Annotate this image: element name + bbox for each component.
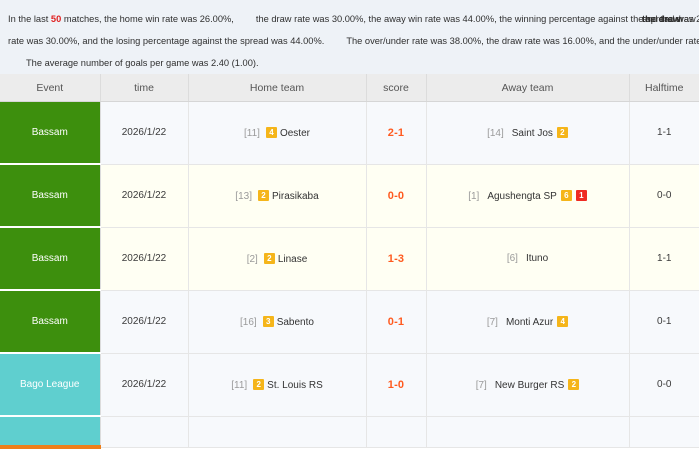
column-header-event[interactable]: Event (0, 74, 101, 102)
yellow-card-badge: 4 (265, 126, 277, 138)
stats-line1-home-rate: matches, the home win rate was 26.00%, (61, 14, 234, 24)
cell-away-team[interactable]: [7] Monti Azur 4 (426, 290, 630, 354)
cell-time: 2026/1/22 (100, 227, 189, 291)
cell-time: 2026/1/22 (100, 353, 189, 417)
cell-event[interactable]: Bassam (0, 227, 101, 291)
stats-line-2: rate was 30.00%, and the losing percenta… (8, 30, 699, 52)
away-team-name[interactable]: New Burger RS (494, 379, 565, 391)
match-stats-banner: In the last 50 matches, the home win rat… (0, 0, 699, 74)
column-header-halftime[interactable]: Halftime (629, 74, 699, 102)
stats-line2-overunder: The over/under rate was 38.00%, the draw… (346, 36, 699, 46)
away-team-name[interactable]: Saint Jos (511, 127, 553, 139)
cell-home-team[interactable]: [11] 2 St. Louis RS (188, 353, 367, 417)
cell-score[interactable]: 0-1 (366, 290, 427, 354)
home-team-name[interactable]: St. Louis RS (267, 379, 323, 391)
home-team-name[interactable]: Pirasikaba (271, 190, 319, 202)
cell-home-team[interactable]: [16] 3 Sabento (188, 290, 367, 354)
away-team-name[interactable]: Monti Azur (505, 316, 554, 328)
table-row[interactable]: Bassam 2026/1/22 [11] 4 Oester 2-1 [14] Saint J… (0, 101, 699, 165)
cell-time: 2026/1/22 (100, 290, 189, 354)
home-rank: [11] (244, 127, 260, 139)
home-rank: [11] (231, 379, 248, 391)
table-row[interactable]: Bassam 2026/1/22 [2] 2 Linase 1-3 [6] Ituno 1-1 (0, 227, 699, 291)
stats-average-goals: The average number of goals per game was… (26, 58, 259, 68)
cell-time: 2026/1/22 (100, 101, 189, 165)
table-row-partial[interactable] (0, 416, 699, 449)
cell-away-team[interactable]: [7] New Burger RS 2 (426, 353, 630, 417)
yellow-card-badge: 2 (257, 189, 269, 201)
cell-halftime: 0-0 (629, 353, 699, 417)
stats-line-3: The average number of goals per game was… (8, 52, 691, 74)
yellow-card-badge: 3 (262, 315, 274, 327)
cell-away-team[interactable] (426, 416, 630, 448)
cell-event[interactable]: Bago League (0, 353, 101, 417)
stats-line-1: In the last 50 matches, the home win rat… (8, 8, 699, 30)
stats-line1-prefix: In the last (8, 14, 51, 24)
yellow-card-badge: 4 (557, 315, 569, 327)
table-row[interactable]: Bassam 2026/1/22 [16] 3 Sabento 0-1 [7] Monti A… (0, 290, 699, 354)
away-team-name[interactable]: Agushengta SP (487, 190, 557, 202)
cell-event[interactable]: Bassam (0, 290, 101, 354)
cell-event[interactable]: Bassam (0, 101, 101, 165)
stats-overlap-text-b: the draw (642, 14, 681, 24)
column-header-score[interactable]: score (366, 74, 427, 102)
stats-line1-rest: the draw rate was 30.00%, the away win r… (255, 14, 699, 24)
yellow-card-badge: 2 (253, 378, 265, 390)
yellow-card-badge: 2 (568, 378, 580, 390)
cell-score[interactable]: 0-0 (366, 164, 427, 228)
cell-time (100, 416, 189, 448)
cell-score[interactable]: 2-1 (366, 101, 427, 165)
cell-halftime (629, 416, 699, 448)
stats-overlap-fragment: and the draw the draw (642, 8, 696, 30)
stats-line2-spread: rate was 30.00%, and the losing percenta… (8, 36, 325, 46)
cell-home-team[interactable]: [13] 2 Pirasikaba (188, 164, 367, 228)
column-header-home-team[interactable]: Home team (188, 74, 367, 102)
away-rank: [7] (486, 316, 498, 328)
cell-score[interactable] (366, 416, 427, 448)
cell-score[interactable]: 1-0 (366, 353, 427, 417)
red-card-badge: 1 (575, 189, 587, 201)
yellow-card-badge: 6 (560, 189, 572, 201)
away-rank: [1] (468, 190, 480, 202)
cell-halftime: 1-1 (629, 101, 699, 165)
home-rank: [16] (240, 316, 257, 328)
stats-overlap-text-a: and the draw (642, 14, 696, 24)
table-row[interactable]: Bassam 2026/1/22 [13] 2 Pirasikaba 0-0 [1] Agus… (0, 164, 699, 228)
home-rank: [13] (235, 190, 252, 202)
cell-time: 2026/1/22 (100, 164, 189, 228)
cell-away-team[interactable]: [14] Saint Jos 2 (426, 101, 630, 165)
column-header-time[interactable]: time (100, 74, 189, 102)
home-team-name[interactable]: Sabento (276, 316, 314, 328)
cell-home-team[interactable]: [2] 2 Linase (188, 227, 367, 291)
home-team-name[interactable]: Oester (279, 127, 310, 139)
table-header-row: Event time Home team score Away team Hal… (0, 74, 699, 102)
home-team-name[interactable]: Linase (277, 253, 308, 265)
away-rank: [6] (506, 253, 518, 264)
match-results-table: Event time Home team score Away team Hal… (0, 74, 699, 449)
cell-away-team[interactable]: [6] Ituno (426, 227, 630, 291)
column-header-away-team[interactable]: Away team (426, 74, 630, 102)
yellow-card-badge: 2 (556, 126, 568, 138)
cell-home-team[interactable]: [11] 4 Oester (188, 101, 367, 165)
cell-halftime: 0-1 (629, 290, 699, 354)
cell-event[interactable] (0, 416, 101, 449)
away-rank: [7] (475, 379, 487, 391)
yellow-card-badge: 2 (263, 252, 275, 264)
match-count-highlight: 50 (50, 14, 62, 24)
cell-halftime: 0-0 (629, 164, 699, 228)
cell-home-team[interactable] (188, 416, 367, 448)
cell-score[interactable]: 1-3 (366, 227, 427, 291)
match-table-body: Bassam 2026/1/22 [11] 4 Oester 2-1 [14] Saint J… (0, 101, 699, 449)
away-team-name[interactable]: Ituno (525, 253, 549, 264)
cell-away-team[interactable]: [1] Agushengta SP 6 1 (426, 164, 630, 228)
cell-halftime: 1-1 (629, 227, 699, 291)
cell-event[interactable]: Bassam (0, 164, 101, 228)
away-rank: [14] (487, 127, 504, 139)
table-row[interactable]: Bago League 2026/1/22 [11] 2 St. Louis RS 1-0… (0, 353, 699, 417)
home-rank: [2] (246, 253, 258, 265)
